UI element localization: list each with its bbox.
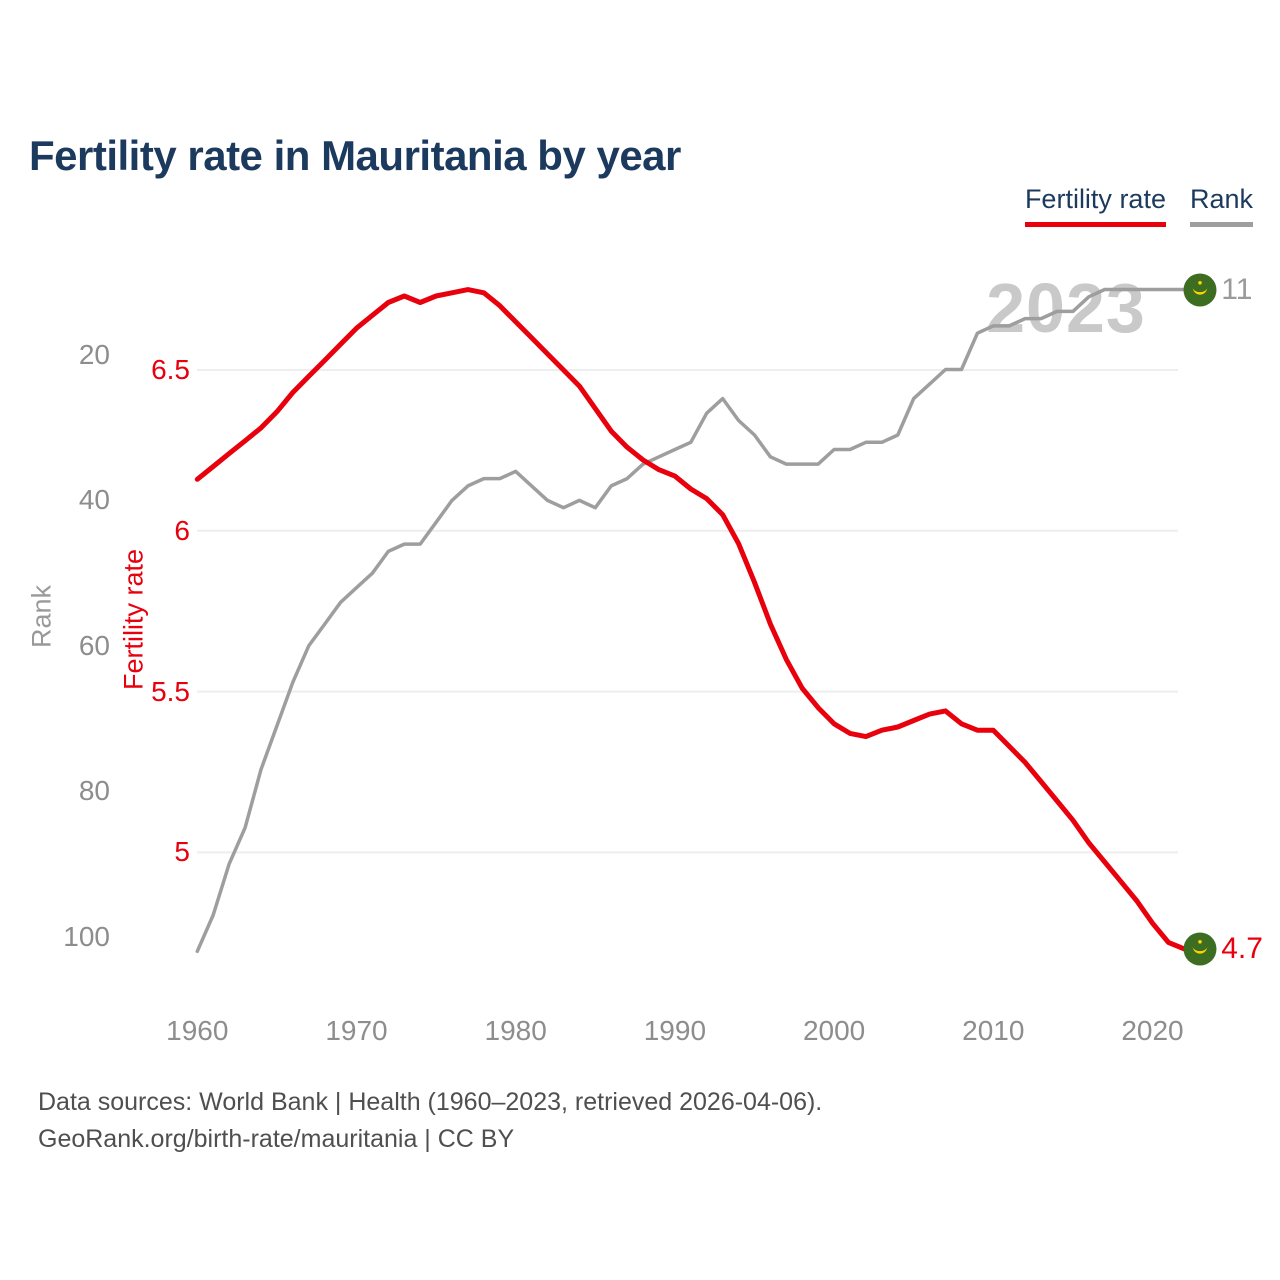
rank-line: [195, 287, 1203, 954]
legend-fertility-label: Fertility rate: [1024, 184, 1166, 214]
rank-tick-100: 100: [63, 920, 110, 952]
x-tick-1970: 1970: [325, 1015, 388, 1046]
attribution-line: GeoRank.org/birth-rate/mauritania | CC B…: [38, 1125, 515, 1153]
data-sources-line: Data sources: World Bank | Health (1960–…: [38, 1088, 823, 1116]
mauritania-flag-icon: [1183, 932, 1217, 966]
rank-tick-60: 60: [78, 629, 110, 661]
fertility-end-value: 4.7: [1221, 931, 1263, 965]
year-watermark: 2023: [986, 269, 1146, 347]
x-tick-1960: 1960: [166, 1015, 229, 1046]
rank-end-value: 11: [1221, 272, 1253, 306]
rank-tick-40: 40: [78, 484, 110, 516]
legend-rank-label: Rank: [1189, 184, 1253, 214]
flag-circle: [1183, 273, 1217, 307]
rank-tick-20: 20: [78, 339, 110, 370]
flag-star: [1198, 939, 1203, 944]
fertility-tick-5-5: 5.5: [151, 675, 190, 707]
fertility-tick-6: 6: [174, 514, 190, 546]
x-tick-2000: 2000: [802, 1015, 866, 1046]
legend: Fertility rate Rank: [1024, 184, 1253, 227]
fertility-line: [194, 287, 1203, 952]
flag-star: [1198, 280, 1203, 285]
x-tick-1980: 1980: [484, 1015, 547, 1046]
legend-item-rank[interactable]: Rank: [1189, 184, 1253, 227]
x-tick-2020: 2020: [1121, 1015, 1184, 1046]
x-tick-1990: 1990: [643, 1015, 707, 1046]
flag-circle: [1183, 932, 1217, 966]
mauritania-flag-icon: [1183, 273, 1217, 307]
page-title: Fertility rate in Mauritania by year: [29, 132, 681, 180]
fertility-tick-5: 5: [174, 836, 190, 868]
legend-item-fertility-rate[interactable]: Fertility rate: [1024, 184, 1166, 227]
rank-tick-80: 80: [78, 775, 110, 807]
x-tick-2010: 2010: [962, 1015, 1025, 1046]
fertility-tick-6-5: 6.5: [151, 354, 190, 385]
